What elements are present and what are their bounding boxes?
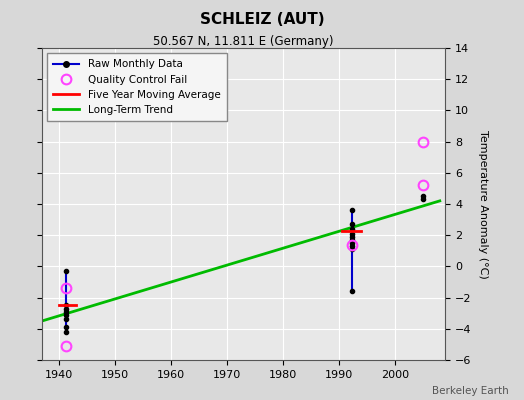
- Text: Berkeley Earth: Berkeley Earth: [432, 386, 508, 396]
- Y-axis label: Temperature Anomaly (°C): Temperature Anomaly (°C): [478, 130, 488, 278]
- Legend: Raw Monthly Data, Quality Control Fail, Five Year Moving Average, Long-Term Tren: Raw Monthly Data, Quality Control Fail, …: [47, 53, 227, 121]
- Title: 50.567 N, 11.811 E (Germany): 50.567 N, 11.811 E (Germany): [154, 35, 334, 48]
- Text: SCHLEIZ (AUT): SCHLEIZ (AUT): [200, 12, 324, 27]
